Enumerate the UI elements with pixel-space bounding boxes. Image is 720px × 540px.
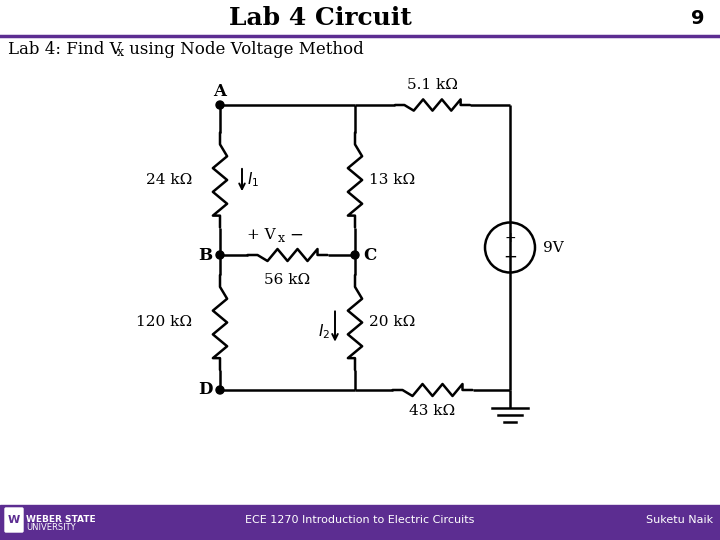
- Text: D: D: [198, 381, 212, 399]
- Text: using Node Voltage Method: using Node Voltage Method: [124, 42, 364, 58]
- Text: C: C: [364, 246, 377, 264]
- FancyBboxPatch shape: [5, 508, 23, 532]
- Text: Suketu Naik: Suketu Naik: [646, 515, 713, 525]
- Text: WEBER STATE: WEBER STATE: [26, 516, 96, 524]
- Text: B: B: [198, 246, 212, 264]
- Text: +: +: [504, 231, 516, 245]
- Text: $I_1$: $I_1$: [247, 171, 259, 190]
- Text: ECE 1270 Introduction to Electric Circuits: ECE 1270 Introduction to Electric Circui…: [246, 515, 474, 525]
- Text: 13 kΩ: 13 kΩ: [369, 173, 415, 187]
- Text: W: W: [8, 515, 20, 525]
- Text: $I_2$: $I_2$: [318, 322, 330, 341]
- Text: + V: + V: [247, 228, 276, 242]
- Text: Lab 4 Circuit: Lab 4 Circuit: [229, 6, 411, 30]
- Text: 120 kΩ: 120 kΩ: [136, 315, 192, 329]
- Text: 9: 9: [691, 9, 705, 28]
- Text: −: −: [503, 248, 517, 266]
- Text: Lab 4: Find V: Lab 4: Find V: [8, 42, 122, 58]
- Text: x: x: [117, 46, 124, 59]
- Text: x: x: [277, 232, 284, 245]
- Text: 24 kΩ: 24 kΩ: [145, 173, 192, 187]
- Text: −: −: [289, 226, 303, 244]
- Text: 43 kΩ: 43 kΩ: [410, 404, 456, 418]
- Text: 9V: 9V: [543, 240, 564, 254]
- Text: A: A: [214, 84, 227, 100]
- Text: 20 kΩ: 20 kΩ: [369, 315, 415, 329]
- Circle shape: [351, 251, 359, 259]
- Circle shape: [216, 101, 224, 109]
- Circle shape: [216, 251, 224, 259]
- Circle shape: [216, 386, 224, 394]
- Bar: [0, 505, 720, 540]
- Text: UNIVERSITY: UNIVERSITY: [26, 523, 76, 531]
- Text: 56 kΩ: 56 kΩ: [264, 273, 310, 287]
- Text: 5.1 kΩ: 5.1 kΩ: [407, 78, 458, 92]
- Bar: [0, 0, 720, 36]
